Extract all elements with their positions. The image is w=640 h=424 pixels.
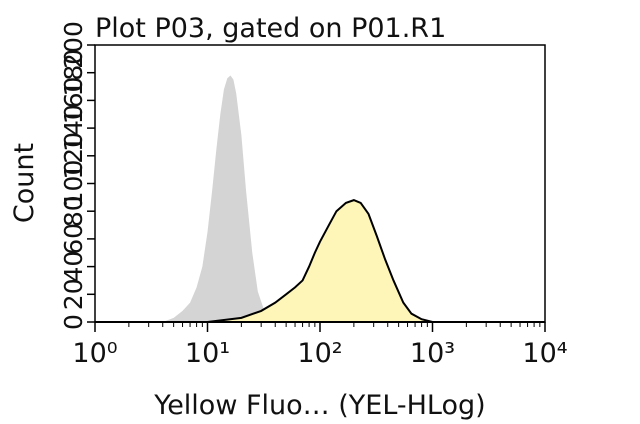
y-tick-label: 180 bbox=[59, 49, 88, 97]
x-tick-label: 10² bbox=[297, 338, 342, 369]
histogram-fill bbox=[162, 75, 281, 322]
x-axis-label: Yellow Fluo… (YEL-HLog) bbox=[153, 390, 485, 421]
y-tick-label: 60 bbox=[59, 223, 88, 255]
y-tick-label: 0 bbox=[59, 314, 88, 330]
y-tick-label: 120 bbox=[59, 132, 88, 180]
x-tick-label: 10³ bbox=[410, 338, 455, 369]
x-tick-label: 10¹ bbox=[185, 338, 230, 369]
y-axis-label: Count bbox=[9, 143, 40, 223]
x-tick-label: 10⁴ bbox=[522, 338, 567, 369]
chart-title: Plot P03, gated on P01.R1 bbox=[95, 13, 446, 44]
x-tick-label: 10⁰ bbox=[72, 338, 117, 369]
y-tick-label: 40 bbox=[59, 251, 88, 283]
y-tick-label: 100 bbox=[59, 160, 88, 208]
y-tick-label: 200 bbox=[59, 21, 88, 69]
y-tick-label: 160 bbox=[59, 77, 88, 125]
y-tick-label: 140 bbox=[59, 104, 88, 152]
histogram-fill bbox=[95, 199, 545, 323]
y-tick-label: 20 bbox=[59, 278, 88, 310]
y-tick-label: 80 bbox=[59, 195, 88, 227]
